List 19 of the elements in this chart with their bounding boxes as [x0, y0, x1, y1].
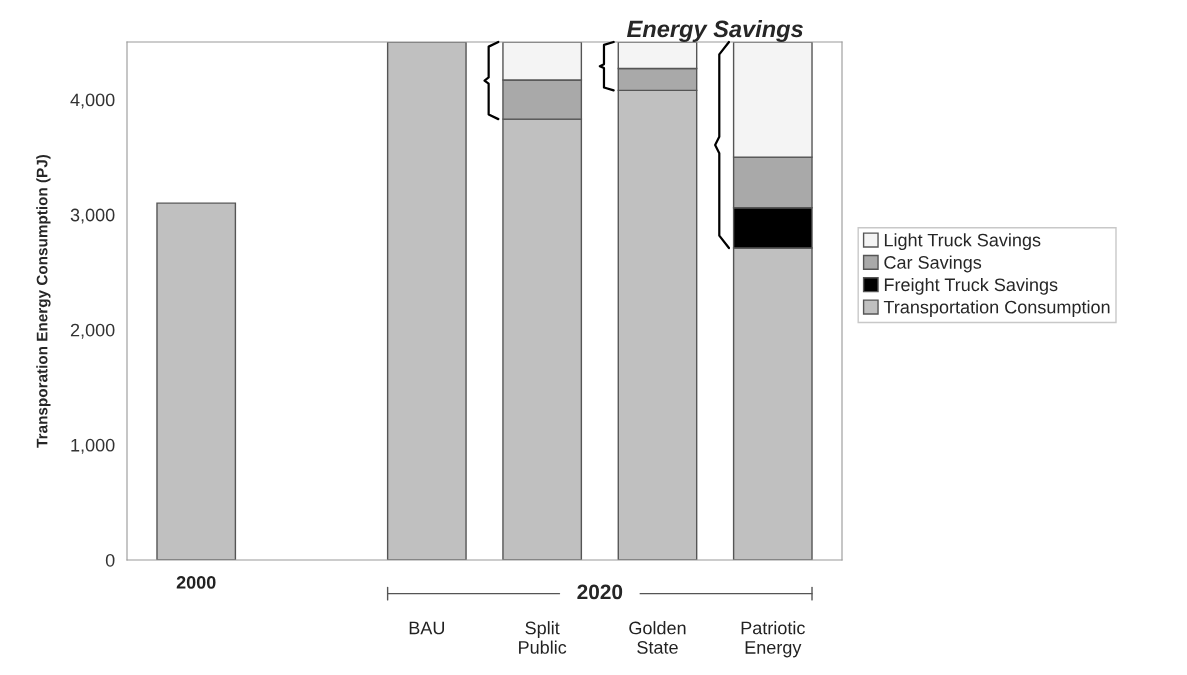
- y-axis-title: Transporation Energy Consumption (PJ): [36, 154, 51, 448]
- x-tick-label: Split Public: [519, 621, 567, 654]
- x-tick-label: 2000: [176, 576, 216, 589]
- text: 2020: [577, 584, 623, 600]
- y-tick-label: 1,000: [71, 438, 115, 454]
- y-tick-label: 0: [105, 553, 115, 567]
- y-tick-label: 2,000: [70, 323, 115, 339]
- y-tick-label: 3,000: [70, 208, 115, 224]
- legend-label: Light Truck Savings: [884, 233, 1041, 251]
- bar: [386, 42, 467, 560]
- y-tick-label: 4,000: [70, 93, 115, 109]
- x-tick-label: BAU: [409, 621, 445, 635]
- legend-label: Car Savings: [884, 255, 982, 273]
- x-tick-label: Golden State: [629, 621, 686, 654]
- legend-label: Freight Truck Savings: [884, 277, 1058, 295]
- annotation: Energy Savings: [626, 19, 803, 42]
- bar: [156, 202, 237, 560]
- x-tick-label: Patriotic Energy: [741, 621, 805, 658]
- legend-label: Transportation Consumption: [883, 300, 1110, 318]
